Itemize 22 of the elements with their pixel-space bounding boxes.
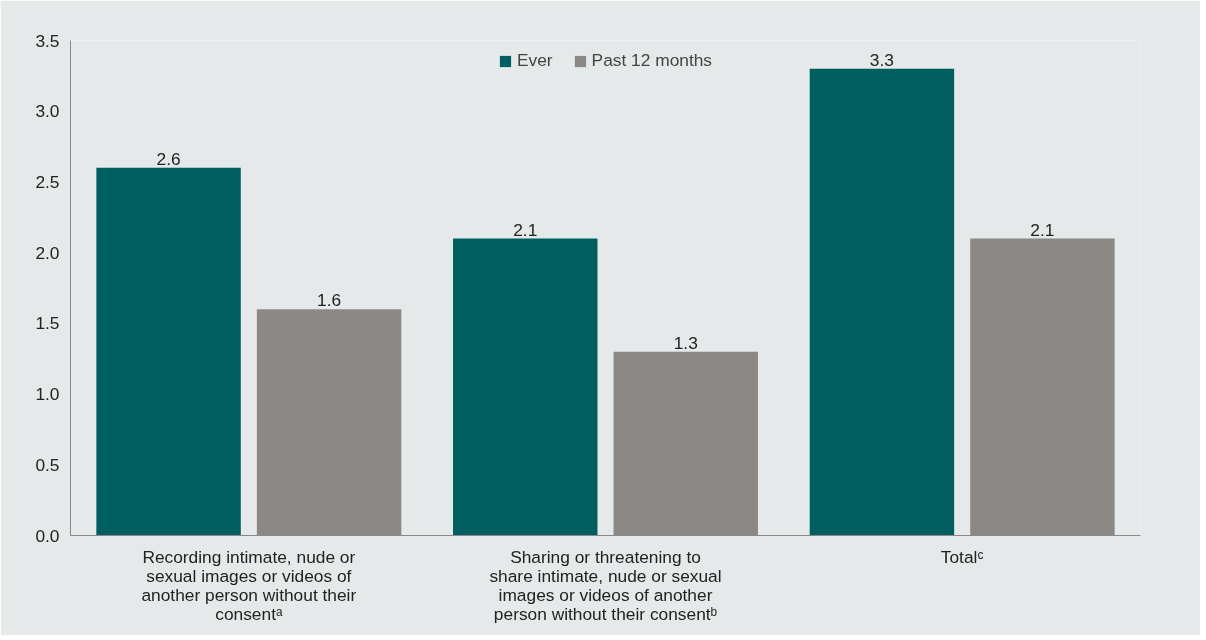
x-tick-label: Recording intimate, nude or sexual images or videos of another person without their consentᵃ: [141, 546, 357, 624]
y-tick-label: 2.0: [35, 242, 60, 263]
data-label: 1.6: [317, 290, 342, 311]
data-label: 2.6: [156, 148, 181, 169]
data-label: 2.1: [513, 219, 538, 240]
legend-label: Past 12 months: [591, 50, 713, 71]
y-tick-label: 0.5: [35, 454, 60, 475]
x-tick-label: Sharing or threatening to share intimate, nude or sexual images or videos of another person without their consentᵇ: [489, 546, 722, 624]
y-tick-label: 3.5: [35, 30, 60, 51]
legend-label: Ever: [516, 50, 553, 71]
data-label: 1.3: [673, 332, 698, 353]
data-label: 3.3: [869, 49, 894, 70]
bar: [453, 238, 598, 536]
bar: [96, 167, 241, 536]
y-tick-label: 0.0: [35, 525, 60, 546]
y-tick-label: 3.0: [35, 101, 60, 122]
x-tick-label: Totalᶜ: [940, 546, 984, 567]
bar: [809, 68, 955, 536]
data-label: 2.1: [1030, 219, 1055, 240]
y-tick-label: 1.0: [35, 384, 60, 405]
y-tick-label: 1.5: [35, 313, 60, 334]
y-tick-label: 2.5: [35, 171, 60, 192]
